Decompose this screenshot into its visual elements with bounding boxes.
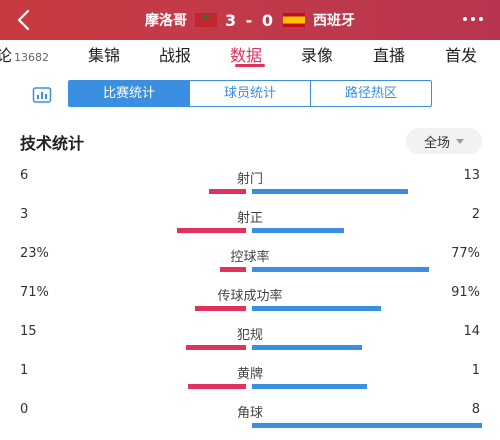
- tab-report[interactable]: 战报: [159, 42, 191, 74]
- tab-label: 战报: [159, 46, 192, 65]
- match-tabs: 论 13682 集锦 战报 数据 录像 直播 首发: [0, 40, 500, 72]
- tab-label: 数据: [230, 46, 263, 65]
- stats-subbar: 比赛统计 球员统计 路径热区: [0, 80, 500, 110]
- stat-home-value: 6: [20, 168, 29, 183]
- segment-player-stats[interactable]: 球员统计: [190, 81, 311, 106]
- stat-label: 角球: [236, 406, 263, 421]
- filter-label: 全场: [423, 135, 450, 151]
- stat-row: 3 射正 2: [0, 207, 500, 245]
- stat-home-value: 71%: [20, 285, 49, 300]
- period-filter-dropdown[interactable]: 全场: [406, 128, 482, 154]
- tab-label: 首发: [445, 46, 478, 65]
- home-bar: [188, 384, 246, 389]
- away-bar: [252, 423, 482, 428]
- stat-row: 71% 传球成功率 91%: [0, 285, 500, 323]
- stat-row: 15 犯规 14: [0, 324, 500, 362]
- tab-label: 录像: [301, 46, 334, 65]
- stat-home-value: 23%: [20, 246, 49, 261]
- dot-icon: [463, 17, 467, 21]
- away-team-name: 西班牙: [313, 13, 356, 29]
- tab-live[interactable]: 直播: [373, 42, 405, 74]
- back-button[interactable]: [12, 7, 38, 33]
- chevron-left-icon: [17, 9, 30, 31]
- home-bar: [186, 345, 246, 350]
- stat-label: 射门: [236, 172, 263, 187]
- tab-replay[interactable]: 录像: [301, 42, 333, 74]
- dot-icon: [479, 17, 483, 21]
- tab-label: 直播: [373, 46, 406, 65]
- stat-row: 23% 控球率 77%: [0, 246, 500, 284]
- tab-label: 集锦: [88, 46, 121, 65]
- stat-label: 控球率: [230, 250, 270, 265]
- more-button[interactable]: [460, 9, 486, 29]
- home-team-name: 摩洛哥: [144, 13, 187, 29]
- away-bar: [252, 189, 408, 194]
- away-bar: [252, 267, 429, 272]
- tab-label: 论: [0, 46, 13, 65]
- stat-home-value: 1: [20, 363, 29, 378]
- scoreline: 摩洛哥 3 - 0 西班牙: [0, 0, 500, 40]
- stat-home-value: 15: [20, 324, 37, 339]
- stat-away-value: 8: [471, 402, 480, 417]
- stats-segmented-control: 比赛统计 球员统计 路径热区: [68, 80, 432, 107]
- stat-away-value: 91%: [451, 285, 480, 300]
- stat-away-value: 14: [463, 324, 480, 339]
- stat-row: 6 射门 13: [0, 168, 500, 206]
- comment-count: 13682: [14, 51, 50, 64]
- home-bar: [209, 189, 246, 194]
- away-bar: [252, 306, 381, 311]
- dot-icon: [471, 17, 475, 21]
- home-bar: [177, 228, 246, 233]
- caret-down-icon: [456, 138, 464, 144]
- away-bar: [252, 384, 367, 389]
- active-tab-indicator: [235, 64, 265, 67]
- tab-data[interactable]: 数据: [230, 42, 262, 74]
- stat-label: 射正: [236, 211, 263, 226]
- match-score: 3 - 0: [224, 10, 276, 30]
- home-bar: [195, 306, 246, 311]
- stat-away-value: 77%: [451, 246, 480, 261]
- stat-row: 0 角球 8: [0, 402, 500, 440]
- stat-row: 1 黄牌 1: [0, 363, 500, 401]
- home-bar: [220, 267, 246, 272]
- match-header: 摩洛哥 3 - 0 西班牙: [0, 0, 500, 40]
- stat-away-value: 1: [471, 363, 480, 378]
- stat-label: 传球成功率: [217, 289, 283, 304]
- tab-comments[interactable]: 论 13682: [0, 42, 49, 74]
- chart-icon[interactable]: [32, 86, 52, 104]
- spain-flag-icon: [283, 13, 306, 27]
- stat-label: 黄牌: [236, 367, 263, 382]
- away-bar: [252, 345, 362, 350]
- stat-home-value: 0: [20, 402, 29, 417]
- tab-lineup[interactable]: 首发: [445, 42, 477, 74]
- stat-label: 犯规: [236, 328, 263, 343]
- morocco-flag-icon: [194, 10, 217, 27]
- segment-match-stats[interactable]: 比赛统计: [69, 81, 190, 106]
- segment-heatmap[interactable]: 路径热区: [344, 86, 397, 101]
- away-bar: [252, 228, 344, 233]
- stat-home-value: 3: [20, 207, 29, 222]
- section-title: 技术统计: [20, 134, 85, 153]
- stat-away-value: 2: [471, 207, 480, 222]
- stat-away-value: 13: [463, 168, 480, 183]
- tab-highlights[interactable]: 集锦: [88, 42, 120, 74]
